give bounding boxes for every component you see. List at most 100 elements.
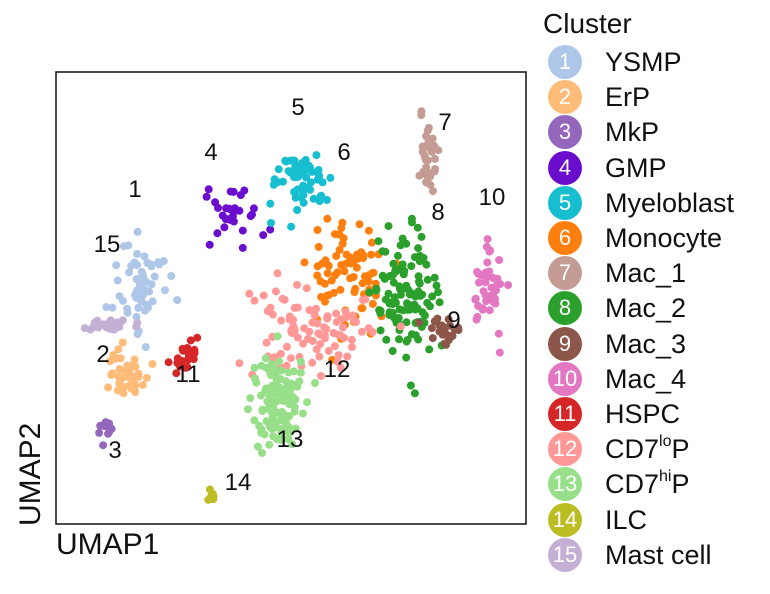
point-cluster-12 xyxy=(317,372,325,380)
point-cluster-2 xyxy=(114,345,123,354)
point-cluster-10 xyxy=(495,348,504,357)
point-cluster-3 xyxy=(95,428,104,437)
point-cluster-13 xyxy=(258,449,266,457)
point-cluster-2 xyxy=(148,360,157,368)
point-cluster-6 xyxy=(317,293,326,301)
point-cluster-12 xyxy=(357,327,366,336)
point-cluster-6 xyxy=(323,291,332,300)
point-cluster-6 xyxy=(358,304,367,313)
point-cluster-4 xyxy=(213,229,222,238)
point-cluster-6 xyxy=(350,288,359,296)
point-cluster-12 xyxy=(282,361,291,370)
point-cluster-10 xyxy=(471,295,480,304)
point-cluster-7 xyxy=(423,126,432,135)
point-cluster-12 xyxy=(308,358,317,367)
point-cluster-12 xyxy=(289,315,298,324)
point-cluster-12 xyxy=(268,310,277,319)
legend-label-13: CD7hiP xyxy=(605,468,690,500)
point-cluster-12 xyxy=(245,289,254,298)
legend-label-12: CD7loP xyxy=(605,433,690,465)
point-cluster-13 xyxy=(257,425,266,434)
cluster-label-10: 10 xyxy=(479,184,506,211)
cluster-label-14: 14 xyxy=(225,469,252,496)
point-cluster-13 xyxy=(246,394,255,403)
point-cluster-5 xyxy=(299,181,308,190)
cluster-label-6: 6 xyxy=(337,139,350,166)
point-cluster-12 xyxy=(293,280,302,289)
point-cluster-1 xyxy=(133,261,142,270)
point-cluster-1 xyxy=(123,304,132,313)
point-cluster-12 xyxy=(334,351,343,360)
point-cluster-6 xyxy=(327,276,336,285)
point-cluster-4 xyxy=(226,187,235,196)
point-cluster-13 xyxy=(276,416,285,425)
point-cluster-2 xyxy=(119,389,128,398)
point-cluster-5 xyxy=(274,165,283,174)
legend-swatch-8: 8 xyxy=(548,291,582,326)
point-cluster-6 xyxy=(364,277,373,286)
point-cluster-8 xyxy=(395,305,404,314)
point-cluster-8 xyxy=(414,272,423,281)
point-cluster-1 xyxy=(125,268,134,277)
point-cluster-8 xyxy=(425,345,434,354)
point-cluster-13 xyxy=(266,371,275,380)
point-cluster-12 xyxy=(305,327,314,336)
point-cluster-12 xyxy=(352,318,360,327)
point-cluster-15 xyxy=(106,316,115,325)
point-cluster-13 xyxy=(250,363,259,372)
point-cluster-8 xyxy=(414,287,423,296)
point-cluster-8 xyxy=(402,337,411,346)
point-cluster-6 xyxy=(323,269,332,278)
point-cluster-7 xyxy=(428,187,437,196)
points-layer xyxy=(80,107,513,504)
point-cluster-9 xyxy=(444,315,453,324)
point-cluster-6 xyxy=(335,245,344,254)
plot-frame xyxy=(55,71,527,525)
point-cluster-2 xyxy=(130,355,139,364)
point-cluster-8 xyxy=(410,253,419,262)
point-cluster-8 xyxy=(385,299,394,308)
point-cluster-8 xyxy=(365,288,374,297)
point-cluster-5 xyxy=(306,185,315,194)
point-cluster-6 xyxy=(349,257,358,266)
point-cluster-10 xyxy=(474,270,483,278)
point-cluster-4 xyxy=(246,212,255,221)
point-cluster-8 xyxy=(406,381,415,390)
point-cluster-6 xyxy=(364,226,373,235)
point-cluster-6 xyxy=(368,269,377,278)
point-cluster-5 xyxy=(291,162,300,171)
point-cluster-12 xyxy=(277,316,286,325)
point-cluster-8 xyxy=(384,222,393,231)
point-cluster-13 xyxy=(296,368,305,377)
point-cluster-5 xyxy=(322,196,331,204)
point-cluster-12 xyxy=(396,322,405,331)
point-cluster-12 xyxy=(273,269,282,278)
point-cluster-10 xyxy=(481,278,490,287)
point-cluster-8 xyxy=(384,289,393,298)
point-cluster-4 xyxy=(220,223,229,232)
point-cluster-2 xyxy=(122,365,131,374)
point-cluster-7 xyxy=(417,107,426,116)
point-cluster-6 xyxy=(340,267,349,276)
point-cluster-3 xyxy=(96,421,105,430)
point-cluster-12 xyxy=(286,354,295,363)
point-cluster-12 xyxy=(348,311,357,320)
legend-swatch-2: 2 xyxy=(548,80,582,115)
point-cluster-12 xyxy=(315,352,324,361)
point-cluster-8 xyxy=(422,260,431,269)
legend-swatch-4: 4 xyxy=(548,150,582,185)
point-cluster-13 xyxy=(296,357,305,366)
point-cluster-3 xyxy=(107,424,116,433)
point-cluster-5 xyxy=(309,194,318,203)
point-cluster-12 xyxy=(276,349,285,358)
point-cluster-5 xyxy=(291,193,300,202)
point-cluster-12 xyxy=(308,318,317,327)
point-cluster-12 xyxy=(361,295,370,304)
point-cluster-5 xyxy=(287,222,296,231)
point-cluster-14 xyxy=(207,494,216,502)
point-cluster-1 xyxy=(139,290,148,299)
point-cluster-1 xyxy=(147,280,156,289)
point-cluster-1 xyxy=(143,259,152,267)
point-cluster-12 xyxy=(314,329,323,338)
point-cluster-8 xyxy=(407,214,416,223)
